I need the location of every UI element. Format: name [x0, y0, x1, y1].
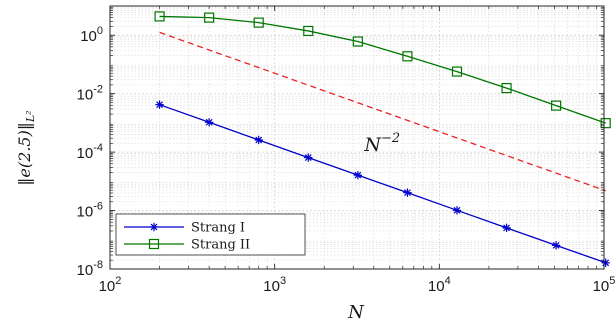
asterisk-stroke [255, 136, 263, 144]
y-axis-label-subscript: L² [24, 110, 37, 123]
reference-slope-line [159, 31, 606, 192]
x-tick-exponent: 5 [609, 275, 615, 287]
y-tick-exponent: 0 [97, 25, 103, 37]
y-axis-label-main: ‖e(2.5)‖ [15, 122, 34, 185]
x-tick-label: 104 [428, 275, 451, 295]
y-tick-base: 10 [77, 204, 94, 221]
data-point-strang-i [502, 223, 511, 233]
reference-slope-layer [159, 31, 606, 192]
y-tick-exponent: -4 [93, 142, 103, 154]
legend-marker-strang-ii [148, 238, 160, 250]
data-point-strang-ii [451, 66, 463, 77]
asterisk-stroke [205, 118, 213, 126]
legend-marker-strang-i [149, 222, 159, 232]
plot-frame [109, 5, 605, 270]
x-tick-exponent: 4 [445, 275, 451, 287]
data-point-strang-i [403, 188, 412, 197]
y-axis-label: ‖e(2.5)‖L² [15, 110, 37, 185]
data-point-strang-ii [551, 100, 562, 111]
legend-label-strang-ii: Strang II [191, 238, 250, 253]
asterisk-stroke [304, 154, 312, 161]
asterisk-stroke [453, 206, 461, 214]
y-tick-label: 10-6 [77, 201, 103, 221]
data-point-strang-ii [253, 17, 264, 28]
y-tick-label: 10-2 [77, 84, 103, 104]
data-point-strang-i [353, 170, 363, 180]
data-point-strang-ii [402, 51, 413, 62]
slope-annotation: N−2 [363, 131, 400, 156]
annotations: N−2 [363, 131, 400, 156]
data-point-strang-ii [303, 25, 314, 37]
data-point-strang-ii [204, 12, 215, 23]
data-point-strang-i [155, 100, 164, 109]
y-tick-exponent: -6 [93, 201, 103, 213]
data-point-strang-i [452, 206, 462, 215]
asterisk-stroke [354, 171, 362, 179]
data-point-strang-ii [352, 36, 363, 47]
y-tick-base: 10 [77, 145, 94, 162]
series-line-strang-i [159, 104, 606, 264]
data-point-strang-ii [154, 11, 165, 22]
y-tick-label: 10-4 [77, 142, 103, 162]
x-tick-label: 105 [593, 275, 615, 295]
y-tick-base: 10 [80, 28, 97, 45]
asterisk-stroke [150, 223, 158, 231]
data-point-strang-i [551, 241, 561, 250]
data-point-strang-i [304, 153, 313, 162]
x-tick-exponent: 2 [115, 275, 121, 287]
asterisk-stroke [404, 189, 411, 197]
x-tick-base: 10 [593, 278, 610, 295]
legend-box [115, 213, 306, 256]
series-layer [154, 11, 611, 267]
data-point-strang-i [254, 135, 263, 145]
x-tick-label: 103 [263, 275, 286, 295]
asterisk-stroke [156, 101, 163, 109]
x-tick-base: 10 [263, 278, 280, 295]
y-tick-exponent: -8 [93, 259, 103, 271]
asterisk-stroke [552, 241, 560, 249]
annotation-exponent: −2 [381, 131, 400, 146]
y-tick-label: 10-8 [77, 259, 103, 279]
x-tick-base: 10 [99, 278, 116, 295]
x-tick-exponent: 3 [280, 275, 286, 287]
asterisk-stroke [503, 224, 510, 232]
data-point-strang-ii [501, 83, 512, 94]
y-tick-base: 10 [77, 87, 94, 104]
y-tick-exponent: -2 [93, 84, 103, 96]
y-tick-base: 10 [77, 262, 94, 279]
series-line-strang-ii [159, 15, 606, 124]
legend-label-strang-i: Strang I [191, 221, 245, 236]
x-tick-label: 102 [99, 275, 122, 295]
y-tick-label: 100 [80, 25, 103, 45]
data-point-strang-ii [600, 118, 611, 129]
legend: Strang I Strang II [115, 213, 306, 256]
annotation-base: N [363, 134, 382, 156]
data-point-strang-i [204, 118, 214, 127]
x-tick-base: 10 [428, 278, 445, 295]
x-axis-label: N [347, 302, 365, 323]
x-tick-labels: 102 103 104 105 [99, 275, 615, 295]
axis-ticks [109, 6, 605, 270]
